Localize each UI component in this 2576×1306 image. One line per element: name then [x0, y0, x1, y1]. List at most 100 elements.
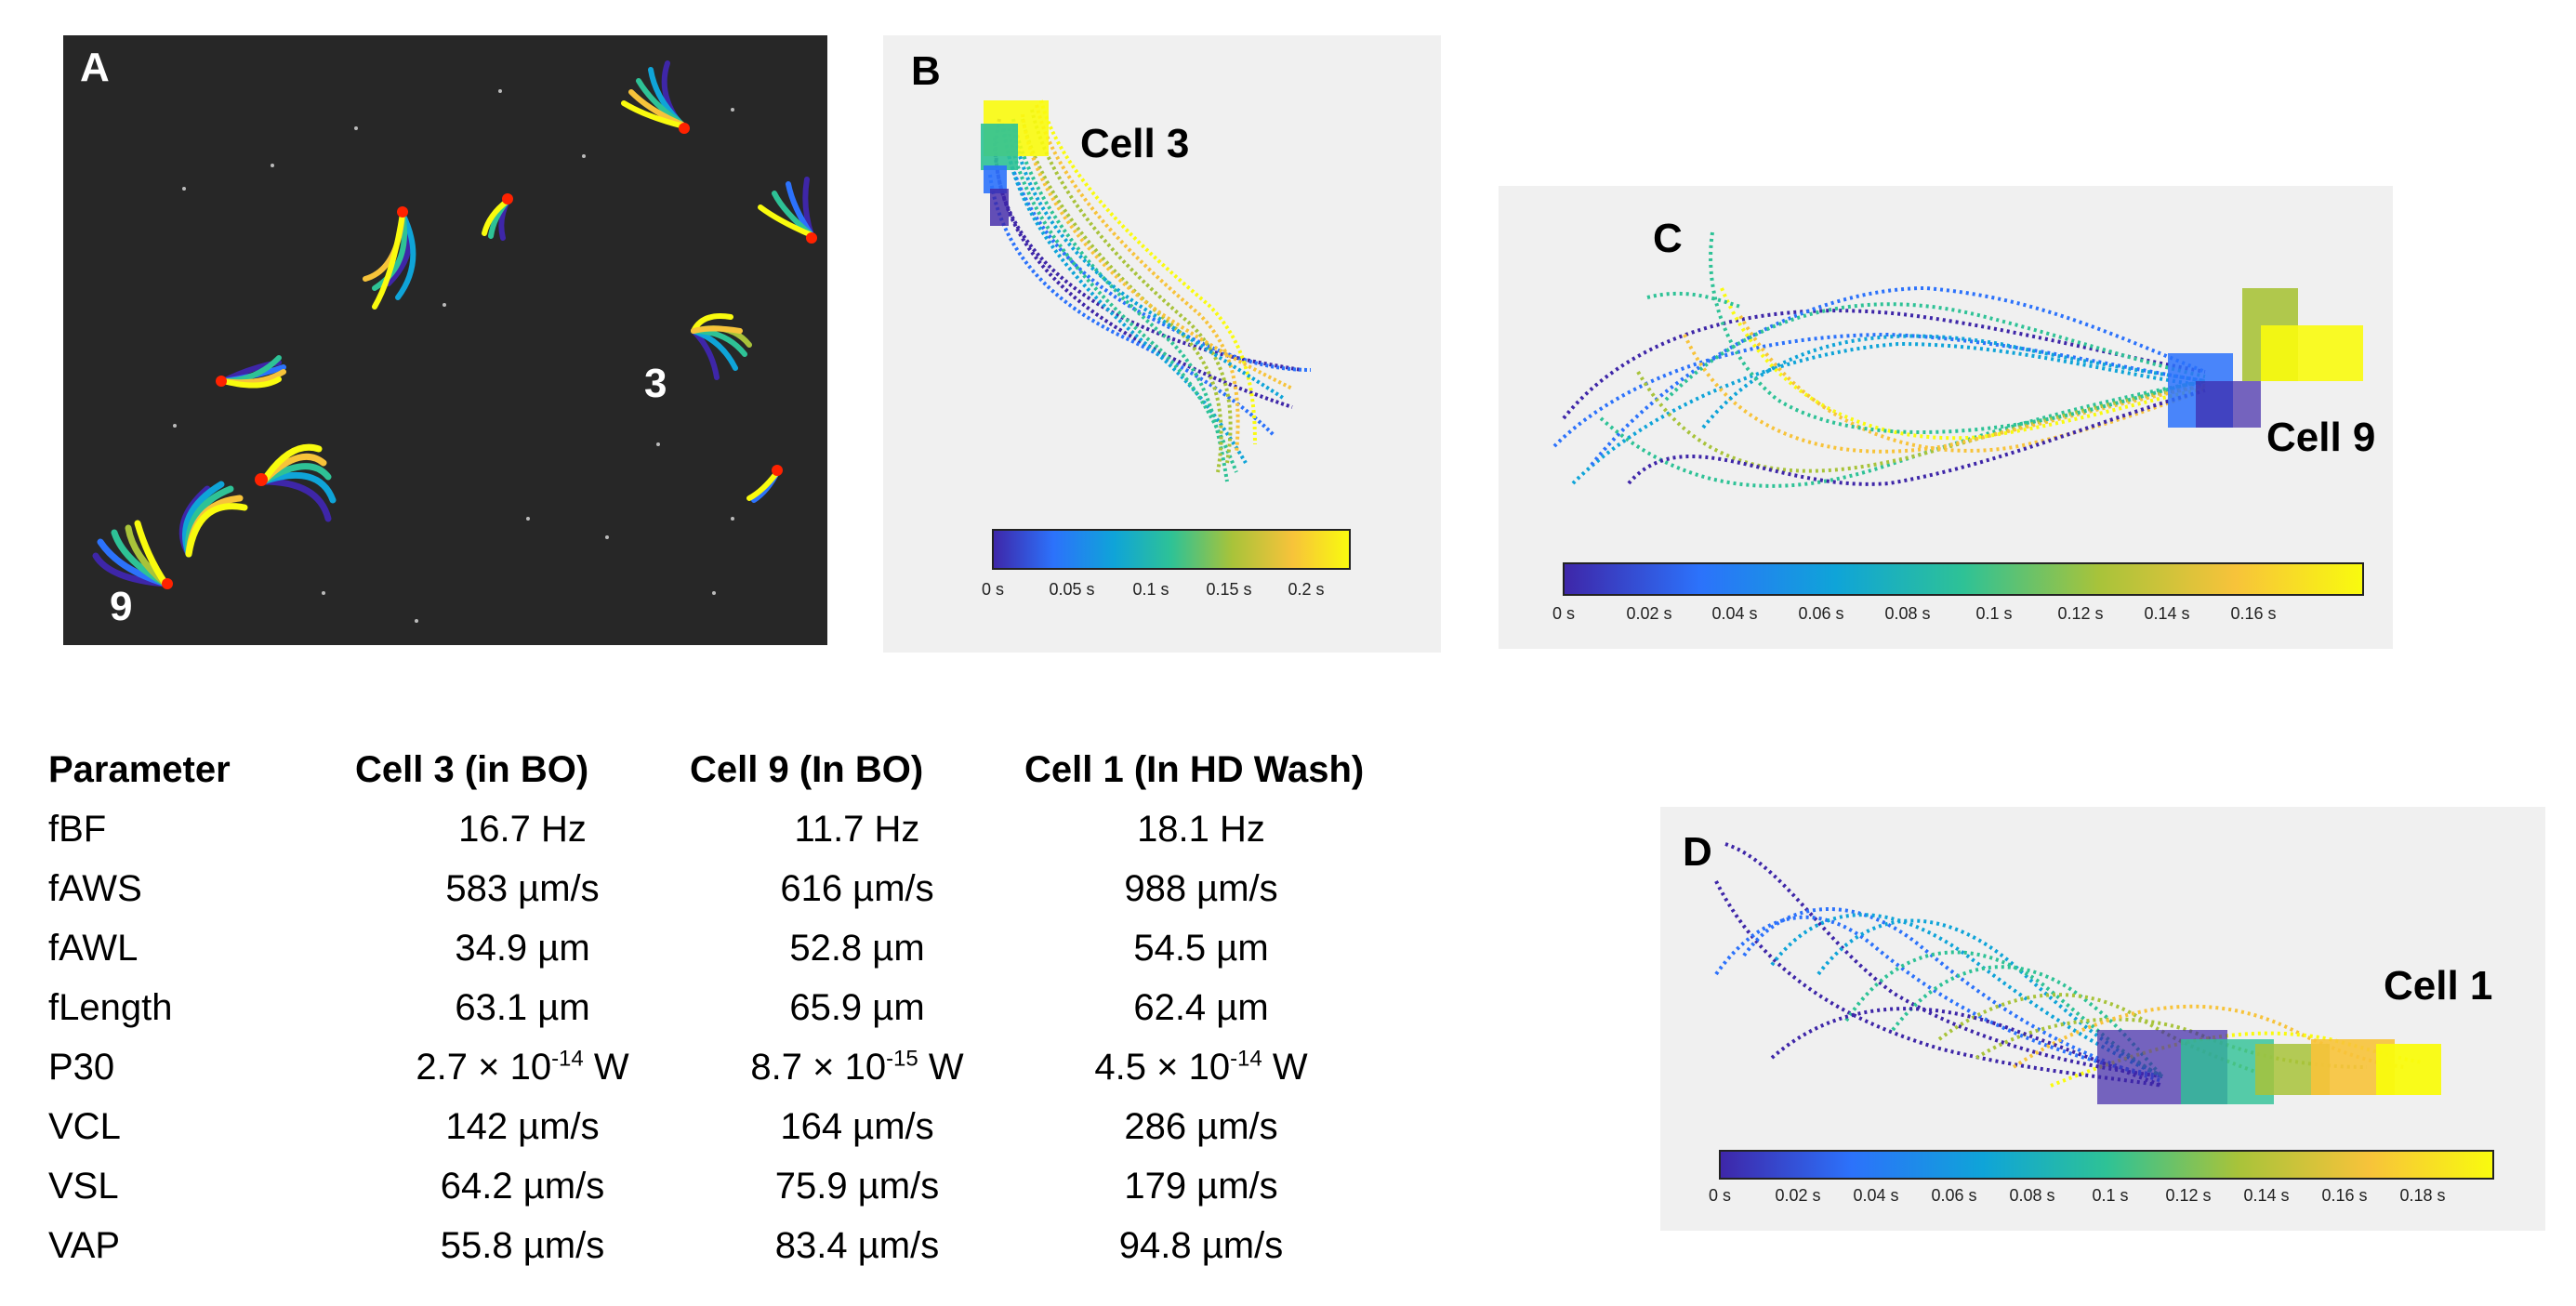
param-name: P30 [48, 1047, 115, 1088]
cell-trace-left [216, 355, 286, 389]
param-name: VAP [48, 1225, 121, 1266]
table-header-row: Parameter Cell 3 (in BO) Cell 9 (In BO) … [48, 740, 1378, 799]
colorbar [1563, 562, 2364, 596]
cell-1-value: 179 µm/s [1124, 1166, 1278, 1207]
cell-trace-edge-right [758, 177, 817, 244]
sperm-head-blob [2097, 1030, 2441, 1104]
cell-1-value: 988 µm/s [1124, 868, 1278, 909]
p30-exponent: -14 [551, 1046, 584, 1072]
panel-c-trace: 0 s 0.02 s 0.04 s 0.06 s 0.08 s 0.1 s 0.… [1499, 186, 2393, 649]
colorbar-tick: 0.14 s [2243, 1186, 2289, 1205]
micrograph-image [63, 35, 827, 645]
cell-3-value: 2.7 × 10-14 W [355, 1037, 690, 1097]
header-cell-1: Cell 1 (In HD Wash) [1024, 749, 1365, 790]
table-row: VCL 142 µm/s 164 µm/s 286 µm/s [48, 1097, 1378, 1156]
colorbar-tick: 0 s [982, 580, 1004, 599]
p30-unit: W [583, 1047, 629, 1088]
panel-d-waveforms: 0 s 0.02 s 0.04 s 0.06 s 0.08 s 0.1 s 0.… [1709, 842, 2494, 1205]
colorbar-ticks-d: 0 s 0.02 s 0.04 s 0.06 s 0.08 s 0.1 s 0.… [1709, 1186, 2446, 1205]
colorbar-tick: 0.06 s [1931, 1186, 1976, 1205]
cell-9-value: 52.8 µm [789, 928, 925, 969]
colorbar-tick: 0.04 s [1711, 604, 1757, 623]
cell-9-value: 75.9 µm/s [774, 1166, 940, 1207]
sperm-head-blob [981, 100, 1049, 226]
cell-3-value: 63.1 µm [455, 987, 590, 1028]
p30-unit: W [918, 1047, 964, 1088]
colorbar-tick: 0 s [1709, 1186, 1731, 1205]
param-name: fBF [48, 809, 107, 850]
table-row: fBF 16.7 Hz 11.7 Hz 18.1 Hz [48, 799, 1378, 859]
sperm-head-blob [2168, 288, 2363, 428]
param-name: VCL [48, 1106, 121, 1147]
flagellar-waveforms [988, 99, 1312, 482]
colorbar-tick: 0.04 s [1853, 1186, 1898, 1205]
cell-9-value: 83.4 µm/s [774, 1225, 940, 1266]
cell-1-value: 54.5 µm [1133, 928, 1269, 969]
p30-exponent: -14 [1230, 1046, 1262, 1072]
cell-1-value: 4.5 × 10-14 W [1024, 1037, 1378, 1097]
panel-a-cell-label-9: 9 [110, 584, 133, 629]
panel-d-trace: 0 s 0.02 s 0.04 s 0.06 s 0.08 s 0.1 s 0.… [1660, 807, 2545, 1231]
header-parameter: Parameter [48, 749, 231, 790]
p30-mantissa: 2.7 × 10 [416, 1047, 552, 1088]
colorbar-tick: 0.16 s [2321, 1186, 2367, 1205]
colorbar-tick: 0.1 s [1975, 604, 2012, 623]
p30-unit: W [1262, 1047, 1308, 1088]
cell-3-value: 583 µm/s [445, 868, 600, 909]
cell-trace-cluster [178, 443, 337, 558]
cell-trace-small [482, 193, 513, 241]
cell-1-value: 94.8 µm/s [1118, 1225, 1284, 1266]
colorbar-tick: 0.06 s [1798, 604, 1843, 623]
panel-b-label: B [911, 48, 941, 94]
panel-d-label: D [1683, 829, 1712, 875]
parameter-table: Parameter Cell 3 (in BO) Cell 9 (In BO) … [48, 740, 1378, 1275]
cell-trace-bottom-right [746, 465, 783, 503]
colorbar [1719, 1150, 2494, 1180]
background-debris [173, 89, 734, 623]
colorbar-tick: 0.08 s [1884, 604, 1930, 623]
p30-mantissa: 4.5 × 10 [1094, 1047, 1231, 1088]
panel-d-cell-name: Cell 1 [2384, 963, 2493, 1009]
colorbar-tick: 0.18 s [2399, 1186, 2445, 1205]
cell-1-value: 18.1 Hz [1137, 809, 1265, 850]
panel-a-cell-label-3: 3 [644, 361, 667, 406]
cell-3-value: 16.7 Hz [458, 809, 587, 850]
param-name: fAWS [48, 868, 142, 909]
param-name: fAWL [48, 928, 139, 969]
flagellar-waveforms [1552, 231, 2206, 488]
colorbar-tick: 0.16 s [2230, 604, 2276, 623]
table-row: VAP 55.8 µm/s 83.4 µm/s 94.8 µm/s [48, 1216, 1378, 1275]
table-row: VSL 64.2 µm/s 75.9 µm/s 179 µm/s [48, 1156, 1378, 1216]
colorbar-tick: 0.05 s [1049, 580, 1094, 599]
cell-trace-top-right [621, 60, 690, 134]
colorbar-tick: 0 s [1552, 604, 1575, 623]
cell-9-value: 616 µm/s [780, 868, 934, 909]
panel-a-micrograph: A 3 9 [63, 35, 827, 645]
table-row: fAWS 583 µm/s 616 µm/s 988 µm/s [48, 859, 1378, 918]
panel-c-label: C [1653, 216, 1683, 261]
cell-1-value: 62.4 µm [1133, 987, 1269, 1028]
cell-3-value: 142 µm/s [445, 1106, 600, 1147]
panel-a-label: A [80, 45, 110, 90]
p30-exponent: -15 [886, 1046, 918, 1072]
cell-9-value: 65.9 µm [789, 987, 925, 1028]
panel-b-trace: 0 s 0.05 s 0.1 s 0.15 s 0.2 s B Cell 3 [883, 35, 1441, 653]
cell-9-value: 8.7 × 10-15 W [690, 1037, 1024, 1097]
colorbar-ticks-b: 0 s 0.05 s 0.1 s 0.15 s 0.2 s [982, 580, 1325, 599]
colorbar-tick: 0.02 s [1626, 604, 1671, 623]
cell-9-value: 11.7 Hz [794, 809, 920, 850]
cell-trace-center-left [363, 206, 416, 310]
param-name: fLength [48, 987, 173, 1028]
table-row: P30 2.7 × 10-14 W 8.7 × 10-15 W 4.5 × 10… [48, 1037, 1378, 1097]
table-row: fAWL 34.9 µm 52.8 µm 54.5 µm [48, 918, 1378, 978]
colorbar-tick: 0.12 s [2165, 1186, 2211, 1205]
table-row: fLength 63.1 µm 65.9 µm 62.4 µm [48, 978, 1378, 1037]
colorbar-tick: 0.1 s [1132, 580, 1169, 599]
cell-3-value: 34.9 µm [455, 928, 590, 969]
colorbar-tick: 0.08 s [2009, 1186, 2054, 1205]
colorbar-tick: 0.12 s [2057, 604, 2103, 623]
header-cell-3: Cell 3 (in BO) [355, 749, 589, 790]
cell-1-value: 286 µm/s [1124, 1106, 1278, 1147]
panel-b-waveforms: 0 s 0.05 s 0.1 s 0.15 s 0.2 s [981, 99, 1351, 599]
cell-9-value: 164 µm/s [780, 1106, 934, 1147]
